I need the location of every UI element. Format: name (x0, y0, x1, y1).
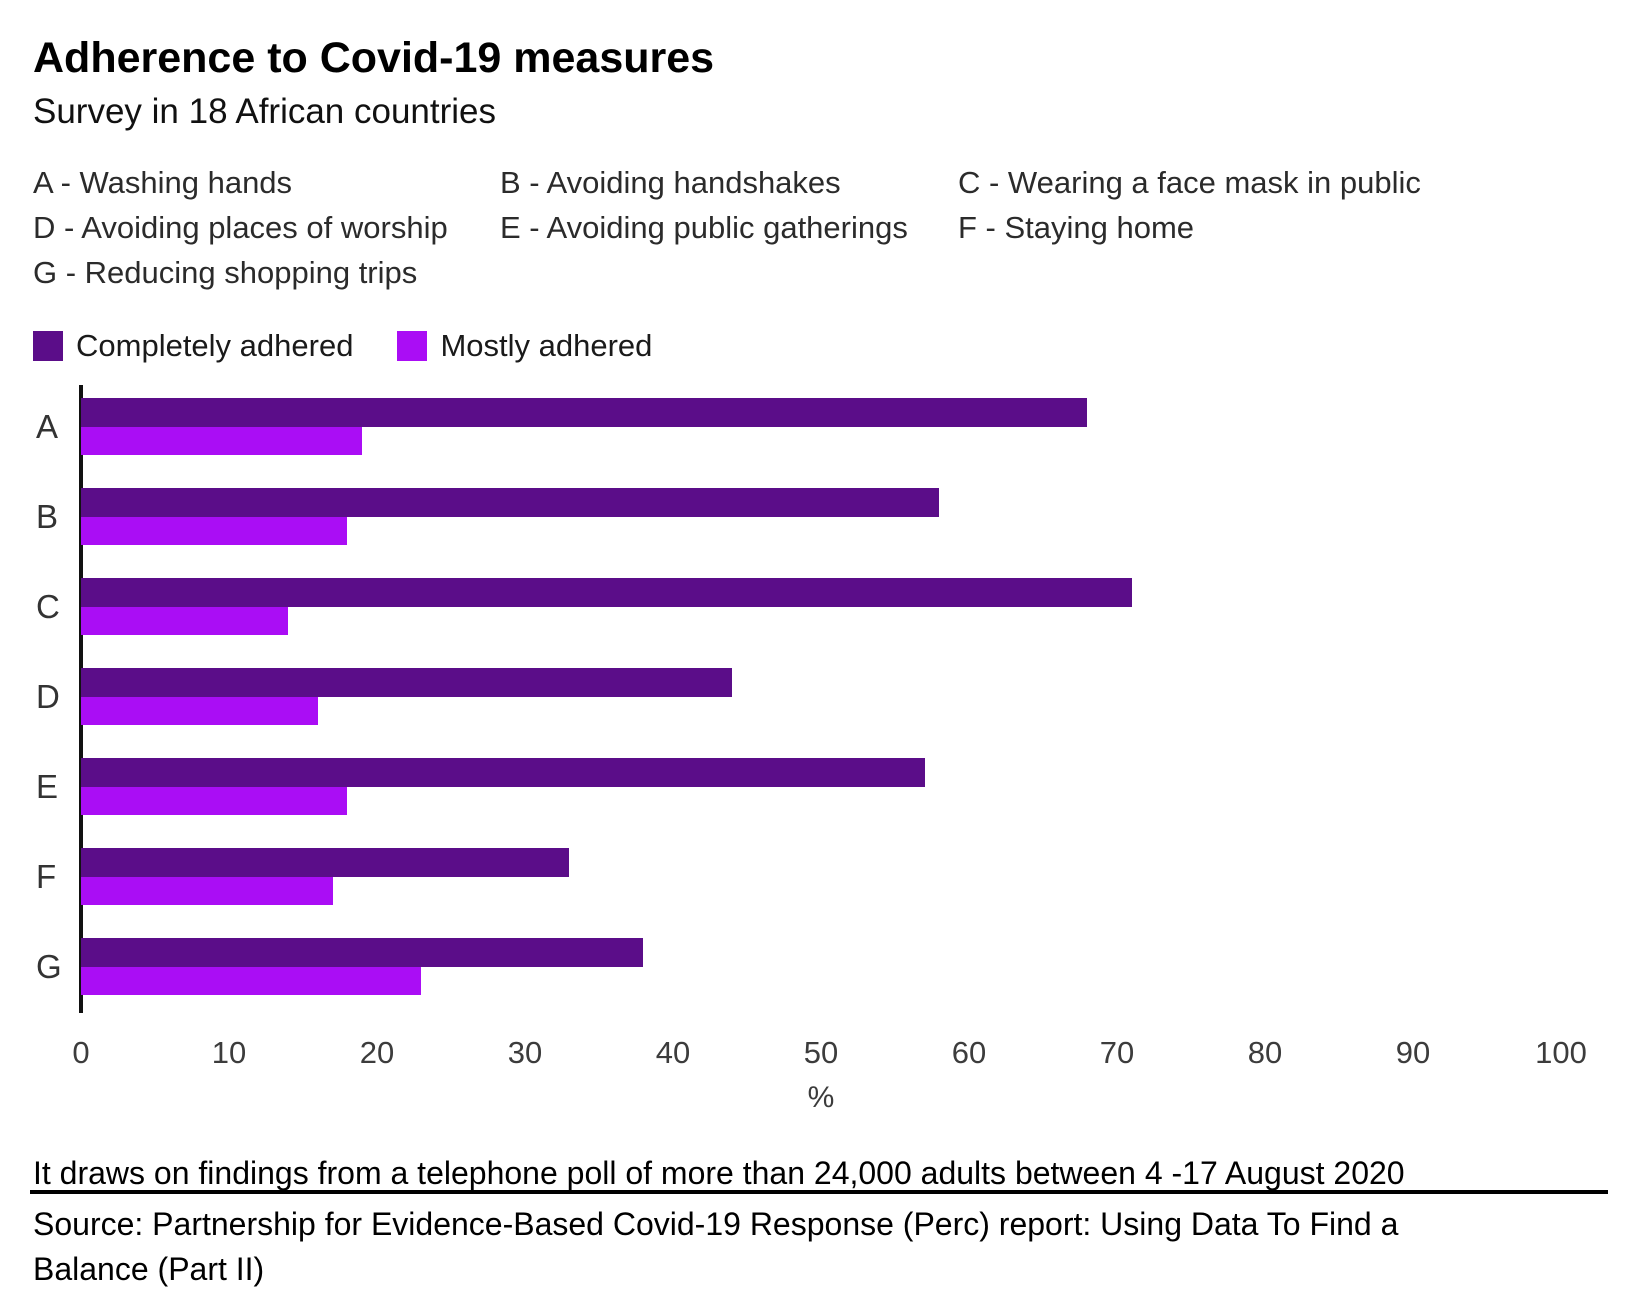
source-text: Source: Partnership for Evidence-Based C… (33, 1206, 1399, 1287)
bar-group-f: F (0, 848, 1632, 905)
legend-item-mostly: Mostly adhered (397, 328, 652, 364)
bar-group-d: D (0, 668, 1632, 725)
category-label: G (36, 947, 62, 985)
bar-d-mostly (81, 697, 318, 725)
key-item-g: G - Reducing shopping trips (33, 255, 418, 290)
x-tick-60: 60 (951, 1035, 987, 1070)
bar-a-completely (81, 398, 1088, 427)
page-subtitle: Survey in 18 African countries (33, 92, 497, 131)
category-label: B (36, 497, 59, 535)
x-tick-70: 70 (1099, 1035, 1135, 1070)
category-label: C (36, 587, 60, 625)
bar-group-a: A (0, 398, 1632, 455)
legend-item-completely: Completely adhered (33, 328, 353, 364)
key-item-f: F - Staying home (958, 210, 1195, 245)
bar-pair (81, 398, 1561, 455)
category-label: E (36, 767, 59, 805)
completely-adhered-swatch-icon (33, 331, 63, 361)
key-item-a: A - Washing hands (33, 165, 293, 200)
legend-label: Completely adhered (76, 328, 354, 363)
bar-d-completely (81, 668, 733, 697)
mostly-adhered-swatch-icon (397, 331, 428, 361)
key-item-d: D - Avoiding places of worship (33, 210, 448, 245)
x-tick-40: 40 (655, 1035, 691, 1070)
bar-e-completely (81, 758, 925, 787)
bar-chart: A B C D E F G (0, 385, 1632, 1028)
bar-c-mostly (81, 607, 289, 635)
bar-g-completely (81, 938, 644, 967)
category-label: F (36, 857, 57, 895)
bar-group-g: G (0, 938, 1632, 995)
bar-pair (81, 488, 1561, 545)
bar-a-mostly (81, 427, 363, 455)
bar-group-b: B (0, 488, 1632, 545)
category-key: A - Washing hands B - Avoiding handshake… (33, 160, 1421, 295)
bar-b-completely (81, 488, 940, 517)
x-tick-0: 0 (72, 1035, 90, 1070)
bar-group-e: E (0, 758, 1632, 815)
bar-f-completely (81, 848, 570, 877)
x-tick-30: 30 (507, 1035, 543, 1070)
bar-c-completely (81, 578, 1132, 607)
x-tick-50: 50 (803, 1035, 839, 1070)
bar-e-mostly (81, 787, 348, 815)
x-tick-90: 90 (1395, 1035, 1431, 1070)
bar-pair (81, 668, 1561, 725)
bar-g-mostly (81, 967, 422, 995)
category-label: D (36, 677, 60, 715)
x-tick-20: 20 (359, 1035, 395, 1070)
bar-f-mostly (81, 877, 333, 905)
key-item-e: E - Avoiding public gatherings (500, 210, 908, 245)
x-tick-10: 10 (211, 1035, 247, 1070)
legend-label: Mostly adhered (440, 328, 653, 363)
key-item-b: B - Avoiding handshakes (500, 165, 841, 200)
bar-pair (81, 848, 1561, 905)
series-legend: Completely adhered Mostly adhered (33, 328, 652, 364)
footnote: It draws on findings from a telephone po… (33, 1155, 1405, 1191)
bar-pair (81, 578, 1561, 635)
key-item-c: C - Wearing a face mask in public (958, 165, 1421, 200)
x-tick-100: 100 (1535, 1035, 1587, 1070)
divider-line (30, 1190, 1608, 1194)
bar-pair (81, 938, 1561, 995)
page-title: Adherence to Covid-19 measures (33, 34, 715, 82)
category-label: A (36, 407, 59, 445)
bar-pair (81, 758, 1561, 815)
bar-group-c: C (0, 578, 1632, 635)
x-axis-label: % (807, 1081, 835, 1114)
x-tick-80: 80 (1247, 1035, 1283, 1070)
bar-rows: A B C D E F G (0, 398, 1632, 995)
bar-b-mostly (81, 517, 348, 545)
x-axis-ticks: 0 10 20 30 40 50 60 70 80 90 100 (72, 1035, 1586, 1071)
